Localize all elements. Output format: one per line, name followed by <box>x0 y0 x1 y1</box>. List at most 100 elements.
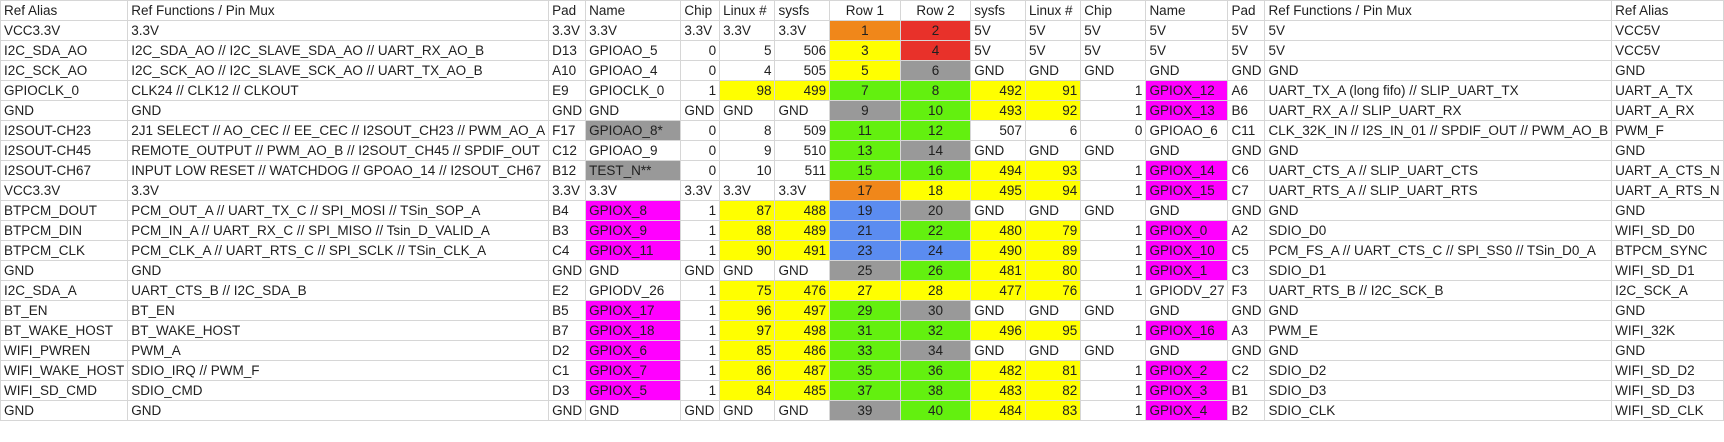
cell-sysfs-left[interactable]: 505 <box>774 60 831 81</box>
cell-linux-right[interactable]: 81 <box>1024 360 1082 381</box>
cell-linux-left[interactable]: 5 <box>719 40 776 61</box>
cell-ref-functions-right[interactable]: GND <box>1264 200 1613 221</box>
cell-chip-right[interactable]: 1 <box>1080 80 1147 101</box>
cell-ref-functions-right[interactable]: SDIO_D1 <box>1264 260 1613 281</box>
cell-ref-functions-right[interactable]: SDIO_D3 <box>1264 380 1613 401</box>
cell-pad-right[interactable]: C2 <box>1227 360 1266 381</box>
cell-sysfs-left[interactable]: GND <box>774 260 831 281</box>
cell-chip-right[interactable]: 1 <box>1080 360 1147 381</box>
cell-linux-right[interactable]: 6 <box>1024 120 1082 141</box>
cell-pad-right[interactable]: GND <box>1227 300 1266 321</box>
cell-chip-right[interactable]: GND <box>1080 200 1147 221</box>
cell-name-left[interactable]: GPIOX_7 <box>585 360 682 381</box>
cell-ref-functions-left[interactable]: INPUT LOW RESET // WATCHDOG // GPOAO_14 … <box>127 160 550 181</box>
cell-ref-alias-right[interactable]: UART_A_RX <box>1611 100 1724 121</box>
cell-row2-pin[interactable]: 40 <box>899 400 972 421</box>
cell-ref-functions-left[interactable]: BT_WAKE_HOST <box>127 320 550 341</box>
header-ref-alias-left[interactable]: Ref Alias <box>0 0 129 21</box>
cell-ref-alias-left[interactable]: GPIOCLK_0 <box>0 80 129 101</box>
cell-name-right[interactable]: GND <box>1145 300 1229 321</box>
cell-pad-left[interactable]: GND <box>548 400 587 421</box>
cell-linux-left[interactable]: 9 <box>719 140 776 161</box>
cell-linux-right[interactable]: 82 <box>1024 380 1082 401</box>
cell-ref-alias-right[interactable]: GND <box>1611 140 1724 161</box>
cell-row1-pin[interactable]: 13 <box>829 140 901 161</box>
cell-chip-left[interactable]: 1 <box>680 340 721 361</box>
cell-ref-alias-left[interactable]: GND <box>0 260 129 281</box>
cell-linux-left[interactable]: 96 <box>719 300 776 321</box>
cell-row2-pin[interactable]: 16 <box>899 160 972 181</box>
cell-name-left[interactable]: GPIOAO_4 <box>585 60 682 81</box>
cell-chip-right[interactable]: 5V <box>1080 40 1147 61</box>
cell-ref-functions-left[interactable]: 3.3V <box>127 180 550 201</box>
cell-row2-pin[interactable]: 8 <box>899 80 972 101</box>
cell-ref-functions-left[interactable]: CLK24 // CLK12 // CLKOUT <box>127 80 550 101</box>
cell-sysfs-right[interactable]: 480 <box>970 220 1026 241</box>
cell-sysfs-right[interactable]: 484 <box>970 400 1026 421</box>
cell-sysfs-right[interactable]: 477 <box>970 280 1026 301</box>
cell-row2-pin[interactable]: 28 <box>899 280 972 301</box>
cell-ref-functions-left[interactable]: I2C_SCK_AO // I2C_SLAVE_SCK_AO // UART_T… <box>127 60 550 81</box>
cell-row1-pin[interactable]: 17 <box>829 180 901 201</box>
cell-row1-pin[interactable]: 19 <box>829 200 901 221</box>
cell-ref-functions-left[interactable]: PCM_IN_A // UART_RX_C // SPI_MISO // Tsi… <box>127 220 550 241</box>
cell-pad-right[interactable]: 5V <box>1227 40 1266 61</box>
cell-row1-pin[interactable]: 25 <box>829 260 901 281</box>
cell-linux-right[interactable]: 76 <box>1024 280 1082 301</box>
cell-ref-functions-left[interactable]: REMOTE_OUTPUT // PWM_AO_B // I2SOUT_CH45… <box>127 140 550 161</box>
header-linux-right[interactable]: Linux # <box>1024 0 1082 21</box>
cell-linux-left[interactable]: 75 <box>719 280 776 301</box>
cell-pad-right[interactable]: C7 <box>1227 180 1266 201</box>
cell-pad-left[interactable]: B7 <box>548 320 587 341</box>
cell-pad-left[interactable]: B5 <box>548 300 587 321</box>
cell-ref-alias-left[interactable]: WIFI_WAKE_HOST <box>0 360 129 381</box>
cell-name-right[interactable]: GPIOX_10 <box>1145 240 1229 261</box>
cell-pad-right[interactable]: 5V <box>1227 20 1266 41</box>
cell-linux-right[interactable]: GND <box>1024 60 1082 81</box>
cell-pad-left[interactable]: 3.3V <box>548 180 587 201</box>
cell-ref-alias-right[interactable]: GND <box>1611 200 1724 221</box>
cell-row2-pin[interactable]: 4 <box>899 40 972 61</box>
cell-row2-pin[interactable]: 6 <box>899 60 972 81</box>
cell-ref-alias-right[interactable]: WIFI_SD_D2 <box>1611 360 1724 381</box>
cell-sysfs-left[interactable]: 3.3V <box>774 180 831 201</box>
cell-name-left[interactable]: GPIOAO_5 <box>585 40 682 61</box>
cell-linux-right[interactable]: 93 <box>1024 160 1082 181</box>
cell-row2-pin[interactable]: 14 <box>899 140 972 161</box>
cell-ref-functions-right[interactable]: SDIO_CLK <box>1264 400 1613 421</box>
cell-ref-functions-left[interactable]: UART_CTS_B // I2C_SDA_B <box>127 280 550 301</box>
header-name-right[interactable]: Name <box>1145 0 1229 21</box>
cell-sysfs-left[interactable]: 498 <box>774 320 831 341</box>
cell-sysfs-left[interactable]: 511 <box>774 160 831 181</box>
cell-ref-alias-right[interactable]: WIFI_32K <box>1611 320 1724 341</box>
cell-chip-right[interactable]: 1 <box>1080 320 1147 341</box>
cell-row2-pin[interactable]: 36 <box>899 360 972 381</box>
cell-row1-pin[interactable]: 37 <box>829 380 901 401</box>
cell-row1-pin[interactable]: 21 <box>829 220 901 241</box>
header-ref-functions-right[interactable]: Ref Functions / Pin Mux <box>1264 0 1613 21</box>
cell-ref-functions-left[interactable]: PCM_OUT_A // UART_TX_C // SPI_MOSI // TS… <box>127 200 550 221</box>
cell-sysfs-right[interactable]: 482 <box>970 360 1026 381</box>
cell-ref-functions-right[interactable]: UART_RTS_B // I2C_SCK_B <box>1264 280 1613 301</box>
cell-sysfs-right[interactable]: GND <box>970 140 1026 161</box>
cell-row1-pin[interactable]: 1 <box>829 20 901 41</box>
cell-chip-left[interactable]: 1 <box>680 380 721 401</box>
cell-linux-left[interactable]: 3.3V <box>719 20 776 41</box>
cell-sysfs-left[interactable]: GND <box>774 100 831 121</box>
cell-chip-right[interactable]: 1 <box>1080 180 1147 201</box>
cell-chip-right[interactable]: 1 <box>1080 160 1147 181</box>
header-row2[interactable]: Row 2 <box>899 0 972 21</box>
cell-ref-alias-right[interactable]: GND <box>1611 300 1724 321</box>
cell-linux-right[interactable]: 94 <box>1024 180 1082 201</box>
cell-chip-left[interactable]: 0 <box>680 60 721 81</box>
cell-ref-alias-left[interactable]: GND <box>0 400 129 421</box>
cell-chip-right[interactable]: GND <box>1080 340 1147 361</box>
cell-name-left[interactable]: GPIOCLK_0 <box>585 80 682 101</box>
cell-chip-left[interactable]: 0 <box>680 40 721 61</box>
cell-ref-functions-right[interactable]: UART_RX_A // SLIP_UART_RX <box>1264 100 1613 121</box>
cell-ref-functions-left[interactable]: GND <box>127 400 550 421</box>
cell-pad-right[interactable]: GND <box>1227 200 1266 221</box>
cell-chip-right[interactable]: 1 <box>1080 280 1147 301</box>
cell-chip-left[interactable]: 1 <box>680 200 721 221</box>
cell-chip-right[interactable]: GND <box>1080 60 1147 81</box>
